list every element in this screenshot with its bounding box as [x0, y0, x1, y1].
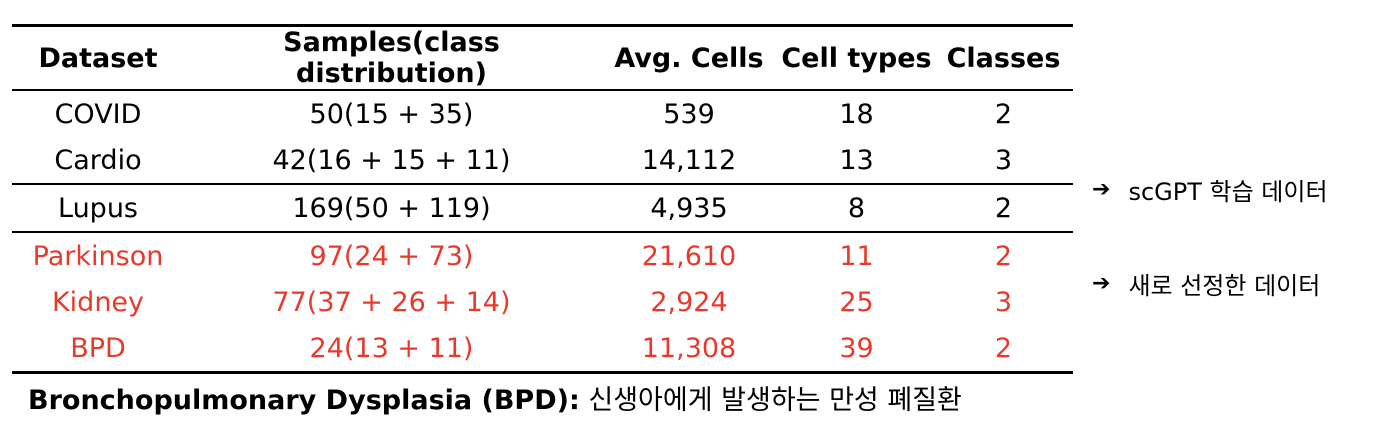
cell-samples: 50(15 + 35)	[309, 98, 474, 130]
cell-cell-types: 25	[839, 286, 874, 318]
dataset-table-container: Dataset Samples(class distribution) Avg.…	[12, 24, 1073, 374]
arrow-right-icon: ➔	[1092, 271, 1111, 296]
cell-avg-cells: 539	[663, 98, 715, 130]
cell-cell-types: 39	[779, 325, 934, 374]
cell-cell-types: 18	[839, 98, 874, 130]
cell-dataset: COVID	[54, 98, 142, 130]
cell-dataset: BPD	[12, 325, 184, 374]
cell-classes: 2	[934, 184, 1073, 233]
cell-dataset: Kidney	[51, 286, 145, 318]
cell-cell-types: 11	[839, 240, 874, 272]
header-classes: Classes	[946, 42, 1061, 74]
cell-samples: 77(37 + 26 + 14)	[272, 286, 511, 318]
cell-avg-cells: 14,112	[599, 137, 779, 185]
cell-avg-cells: 21,610	[641, 240, 737, 272]
cell-classes: 2	[994, 240, 1013, 272]
cell-dataset: Parkinson	[32, 240, 164, 272]
table-row: Cardio 42(16 + 15 + 11) 14,112 13 3	[12, 137, 1073, 185]
cell-dataset: Lupus	[12, 184, 184, 233]
arrow-right-icon: ➔	[1092, 177, 1111, 202]
table-header-row: Dataset Samples(class distribution) Avg.…	[12, 25, 1073, 90]
cell-samples: 169(50 + 119)	[184, 184, 599, 233]
table-row: BPD 24(13 + 11) 11,308 39 2	[12, 325, 1073, 374]
footnote-term: Bronchopulmonary Dysplasia (BPD):	[28, 385, 580, 416]
dataset-table: Dataset Samples(class distribution) Avg.…	[12, 24, 1073, 374]
bpd-footnote: Bronchopulmonary Dysplasia (BPD): 신생아에게 …	[28, 378, 962, 417]
cell-samples: 42(16 + 15 + 11)	[184, 137, 599, 185]
cell-samples: 24(13 + 11)	[184, 325, 599, 374]
table-row: Lupus 169(50 + 119) 4,935 8 2	[12, 184, 1073, 233]
cell-avg-cells: 2,924	[650, 286, 728, 318]
cell-cell-types: 13	[779, 137, 934, 185]
cell-classes: 3	[994, 286, 1013, 318]
note-scgpt-training-data: ➔ scGPT 학습 데이터	[1092, 172, 1328, 207]
note-newly-selected-data: ➔ 새로 선정한 데이터	[1092, 266, 1320, 301]
cell-classes: 2	[934, 325, 1073, 374]
cell-dataset: Cardio	[12, 137, 184, 185]
note-text: scGPT 학습 데이터	[1128, 178, 1328, 206]
footnote-definition: 신생아에게 발생하는 만성 폐질환	[579, 385, 962, 416]
table-row: Parkinson 97(24 + 73) 21,610 11 2	[12, 232, 1073, 279]
cell-classes: 3	[934, 137, 1073, 185]
cell-avg-cells: 4,935	[599, 184, 779, 233]
cell-samples: 97(24 + 73)	[309, 240, 474, 272]
table-row: Kidney 77(37 + 26 + 14) 2,924 25 3	[12, 279, 1073, 325]
note-text: 새로 선정한 데이터	[1128, 272, 1321, 300]
table-row: COVID 50(15 + 35) 539 18 2	[12, 90, 1073, 137]
header-cell-types: Cell types	[781, 42, 932, 74]
header-samples: Samples(class distribution)	[283, 27, 500, 89]
header-dataset: Dataset	[38, 42, 158, 74]
cell-avg-cells: 11,308	[599, 325, 779, 374]
cell-cell-types: 8	[779, 184, 934, 233]
header-avg-cells: Avg. Cells	[614, 42, 764, 74]
cell-classes: 2	[994, 98, 1013, 130]
